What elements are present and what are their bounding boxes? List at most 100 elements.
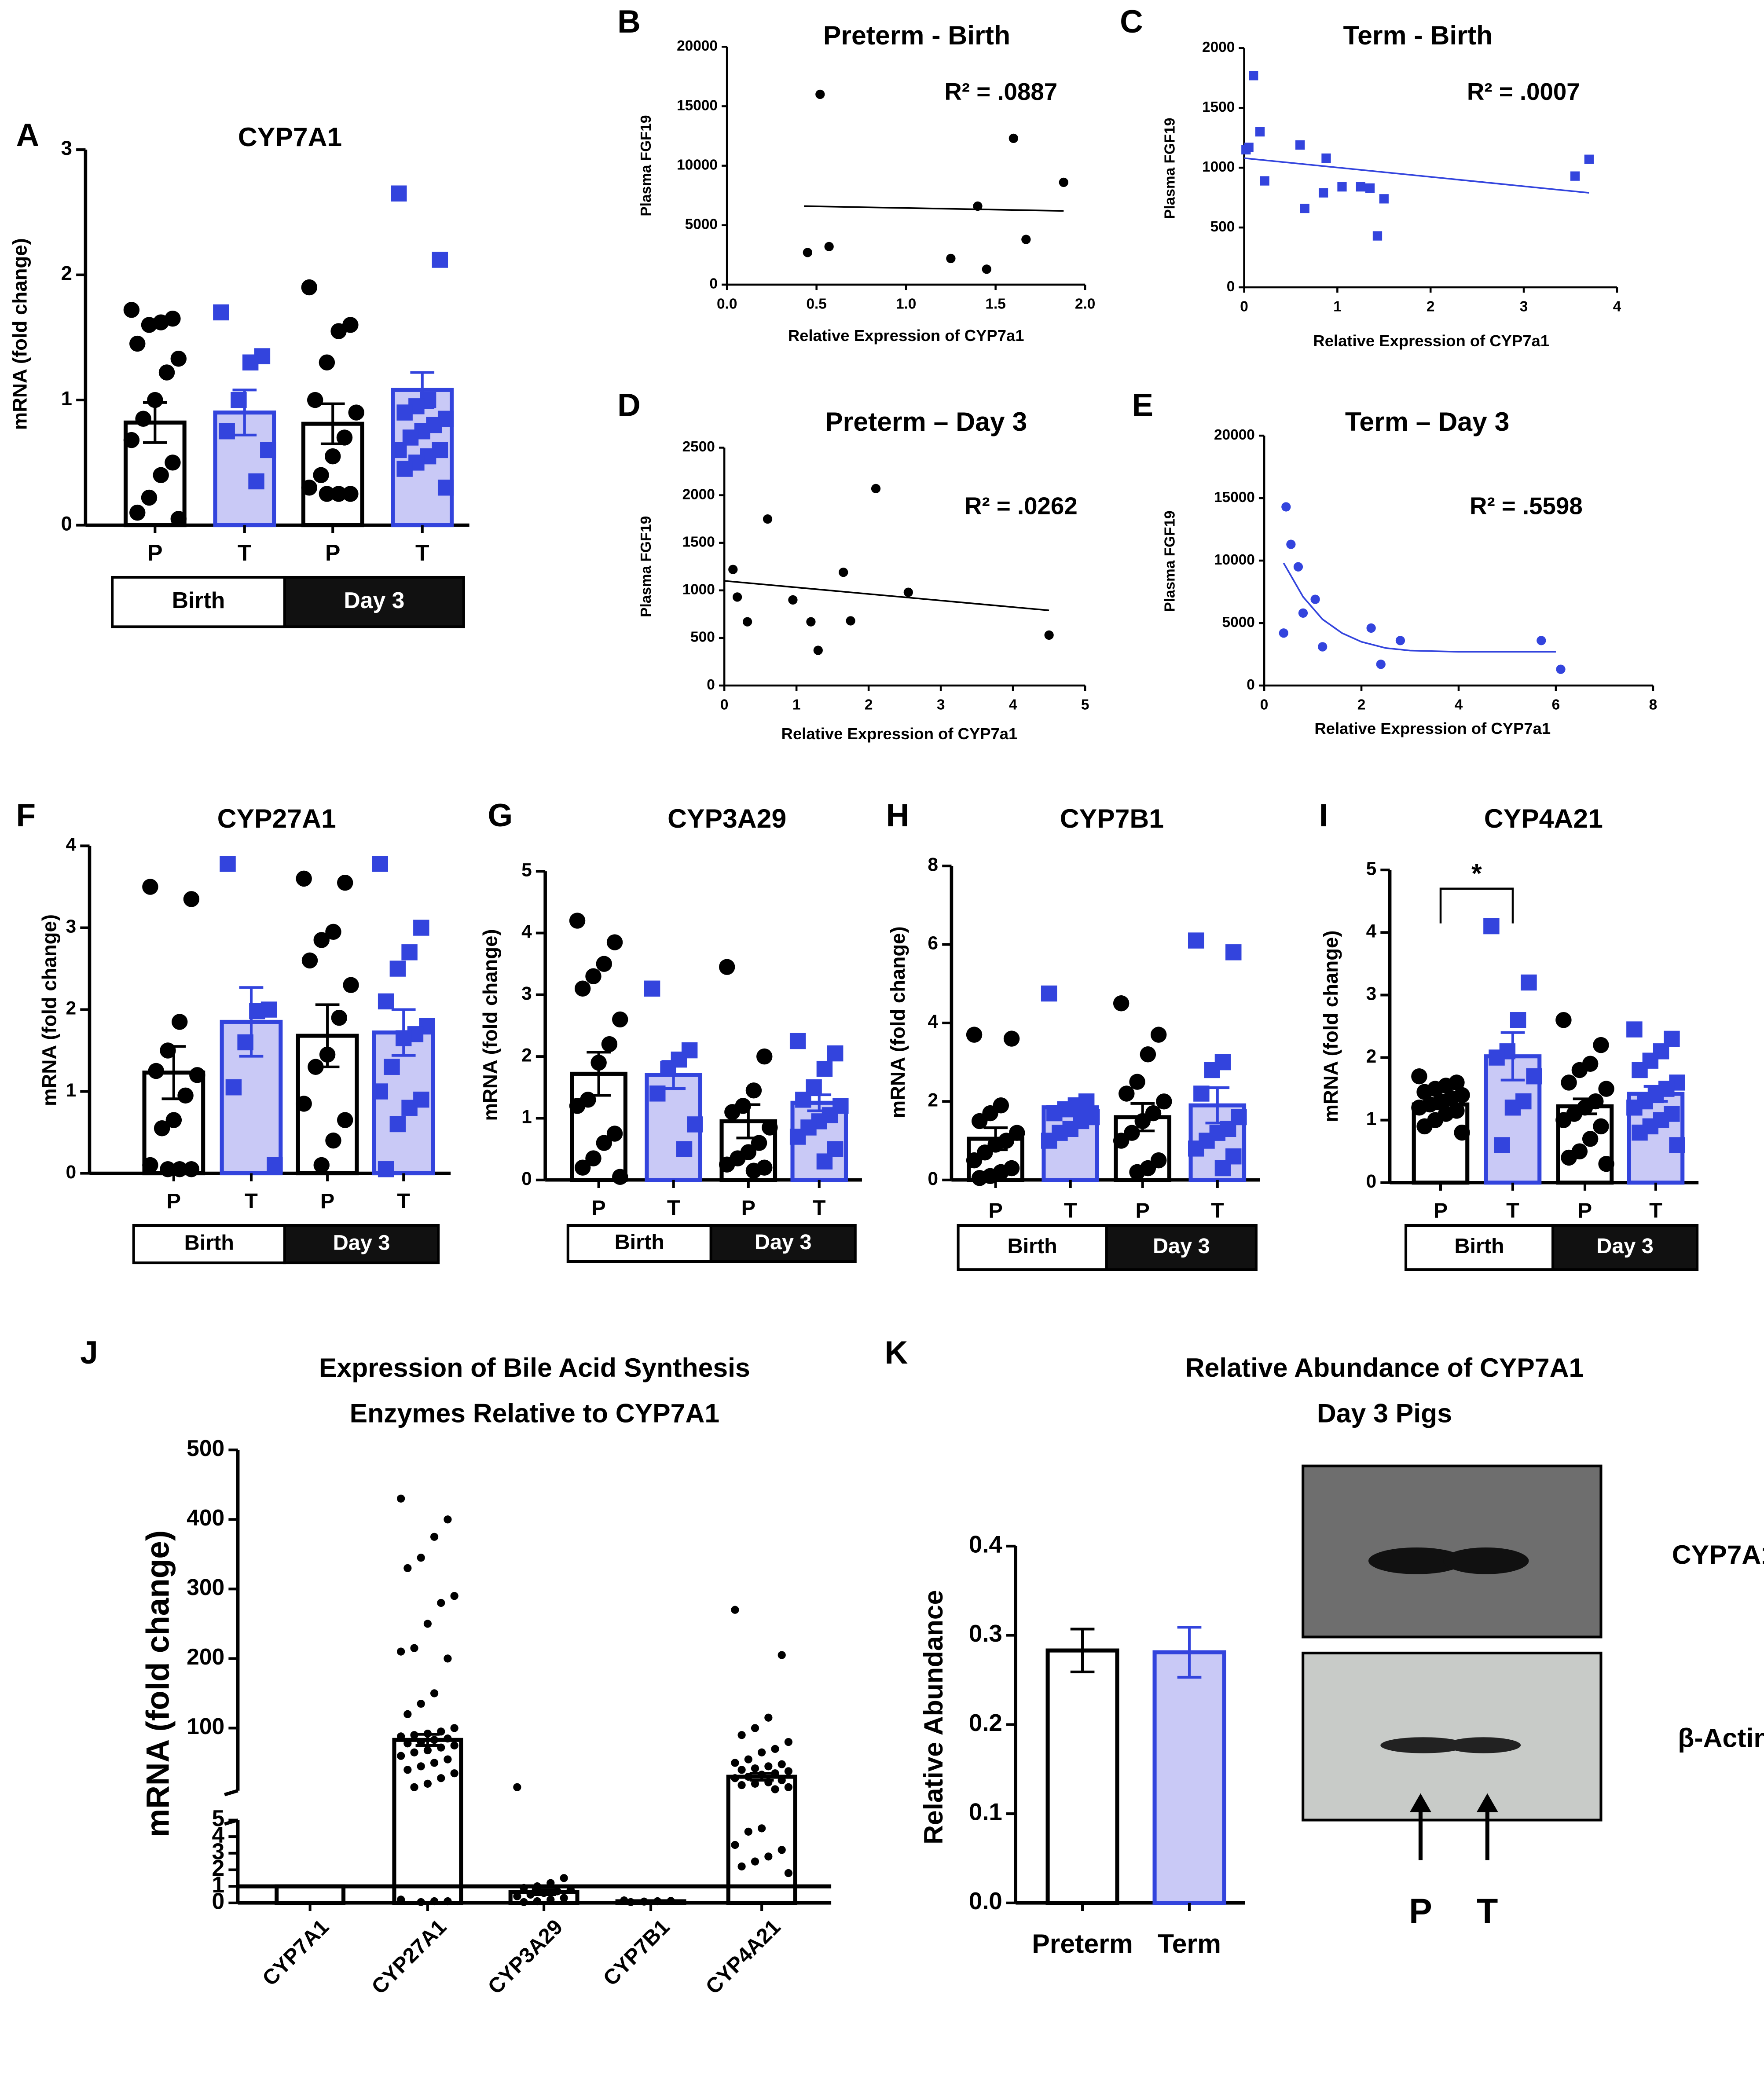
data-point	[1281, 502, 1291, 512]
data-point	[417, 1700, 425, 1708]
y-tick-label: 20000	[677, 38, 718, 54]
y-tick-label: 0	[521, 1169, 532, 1189]
data-point	[1041, 1133, 1057, 1149]
y-axis-label: mRNA (fold change)	[9, 238, 31, 430]
data-point	[1279, 628, 1288, 638]
data-point	[540, 1889, 548, 1897]
western-blot	[1302, 1464, 1603, 1860]
data-point	[225, 1079, 242, 1096]
data-point	[596, 956, 612, 972]
data-point	[142, 879, 158, 895]
data-point	[574, 1159, 591, 1176]
group-label: Day 3	[1596, 1234, 1654, 1258]
bar	[726, 1775, 797, 1905]
data-point	[410, 1644, 418, 1652]
y-tick-label: 2000	[682, 486, 715, 502]
x-tick-label: 2	[865, 697, 873, 713]
x-tick-label: P	[1434, 1199, 1448, 1222]
data-point	[1632, 1062, 1648, 1078]
group-box	[1105, 1224, 1258, 1271]
data-point	[1337, 182, 1347, 192]
data-point	[437, 1774, 445, 1782]
x-tick-label: P	[1578, 1199, 1592, 1222]
data-point	[612, 1169, 628, 1185]
panel-label: F	[16, 798, 36, 833]
data-point	[1416, 1118, 1433, 1135]
group-label: Day 3	[755, 1230, 812, 1254]
x-tick-label: 1	[1333, 298, 1342, 315]
data-point	[789, 1033, 806, 1049]
data-point	[590, 1054, 607, 1071]
data-point	[1598, 1081, 1614, 1097]
data-point	[389, 1116, 406, 1133]
chart-title: Expression of Bile Acid Synthesis	[319, 1353, 750, 1382]
data-point	[397, 1896, 405, 1904]
y-tick-label: 5	[212, 1805, 225, 1831]
data-point	[410, 1731, 418, 1739]
data-point	[342, 486, 359, 502]
data-point	[170, 511, 187, 527]
data-point	[1188, 1140, 1204, 1157]
x-tick-label: 2	[1357, 697, 1366, 713]
annotation: R² = .0007	[1467, 78, 1580, 105]
data-point	[1046, 1105, 1063, 1122]
x-axis-label: Relative Expression of CYP7a1	[781, 725, 1018, 743]
data-point	[719, 959, 735, 975]
data-point	[513, 1783, 521, 1791]
panel-label: K	[885, 1335, 908, 1371]
y-tick-label: 1000	[1202, 159, 1235, 175]
data-point	[1260, 176, 1269, 186]
group-label: Birth	[1008, 1234, 1057, 1258]
data-point	[129, 335, 146, 352]
y-tick-label: 0	[707, 677, 715, 693]
data-point	[391, 442, 407, 458]
data-point	[1188, 932, 1204, 949]
y-tick-label: 0	[709, 276, 718, 292]
data-point	[403, 1766, 412, 1774]
data-point	[653, 1897, 662, 1906]
data-point	[417, 1738, 425, 1746]
chart-title: CYP4A21	[1484, 803, 1603, 833]
data-point	[1150, 1027, 1167, 1043]
x-tick-label: Preterm	[1032, 1929, 1133, 1958]
data-point	[1310, 594, 1320, 604]
panel-label: D	[617, 388, 641, 423]
data-point	[569, 1098, 586, 1114]
data-point	[777, 1760, 786, 1768]
data-point	[1041, 985, 1057, 1002]
significance-bracket	[1439, 887, 1514, 924]
data-point	[660, 1060, 676, 1077]
data-point	[574, 980, 591, 997]
data-point	[640, 1897, 649, 1906]
x-tick-label: T	[1649, 1199, 1662, 1222]
chart-title: CYP27A1	[217, 803, 336, 833]
data-point	[153, 467, 169, 484]
group-box	[283, 576, 465, 628]
data-point	[737, 1766, 746, 1774]
data-point	[777, 1776, 786, 1785]
data-point	[982, 264, 991, 274]
y-tick-label: 20000	[1214, 427, 1255, 443]
y-axis-label: mRNA (fold change)	[38, 914, 60, 1106]
data-point	[171, 1161, 188, 1177]
x-tick-label: 3	[1520, 298, 1528, 315]
data-point	[973, 201, 983, 211]
data-point	[596, 1135, 612, 1151]
y-tick-label: 1500	[1202, 99, 1235, 115]
data-point	[1255, 127, 1265, 137]
panel-label: B	[617, 4, 641, 40]
y-tick-label: 2	[521, 1045, 532, 1066]
data-point	[560, 1894, 568, 1902]
panel-label: E	[1132, 388, 1153, 423]
data-point	[1593, 1118, 1609, 1135]
y-tick-label: 0.1	[969, 1799, 1002, 1826]
arrow-head	[1410, 1793, 1431, 1812]
data-point	[751, 1857, 759, 1866]
data-point	[242, 354, 259, 370]
x-tick-label: 4	[1455, 697, 1463, 713]
chart-title: Relative Abundance of CYP7A1	[1185, 1353, 1584, 1382]
data-point	[1571, 1062, 1588, 1078]
group-box	[283, 1224, 440, 1265]
data-point	[1286, 539, 1296, 549]
y-tick-label: 2	[61, 262, 72, 285]
